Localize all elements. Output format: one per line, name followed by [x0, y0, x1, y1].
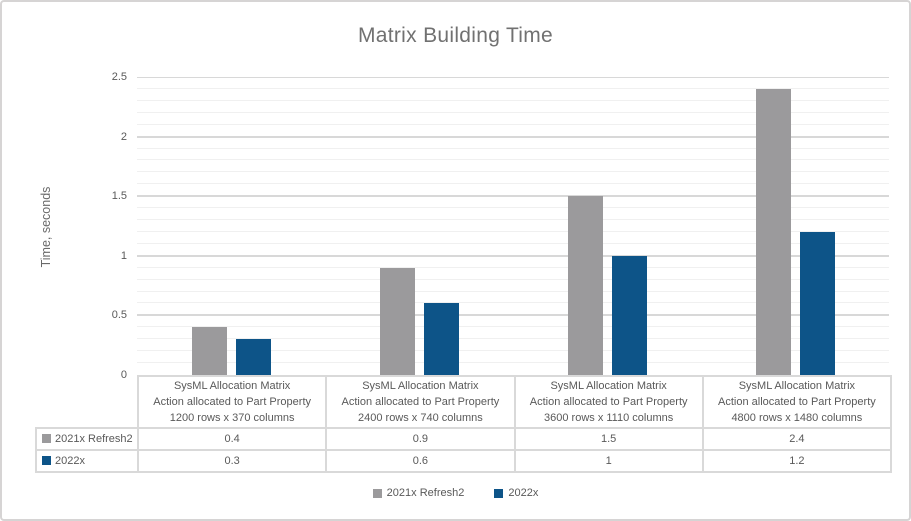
minor-gridline: [137, 159, 889, 161]
category-label-line: 3600 rows x 1110 columns: [544, 412, 674, 424]
category-label-line: 2400 rows x 740 columns: [358, 412, 483, 424]
category-label-line: Action allocated to Part Property: [718, 396, 876, 408]
value-cell: 0.9: [325, 427, 516, 451]
category-label-line: SysML Allocation Matrix: [738, 380, 856, 392]
legend-swatch-icon: [494, 488, 504, 498]
y-axis-tick-label: 1: [120, 249, 127, 262]
y-axis-tick-label: 2: [120, 130, 127, 143]
minor-gridline: [137, 350, 889, 352]
value-cell: 2.4: [701, 427, 893, 451]
minor-gridline: [137, 183, 889, 185]
minor-gridline: [137, 123, 889, 125]
category-label-line: 1200 rows x 370 columns: [169, 412, 295, 424]
bar-2021x-refresh2: [379, 267, 415, 375]
bar-2022x: [611, 255, 647, 375]
minor-gridline: [137, 230, 889, 232]
value-cell: 1.5: [513, 427, 704, 451]
chart-legend: 2021x Refresh2 2022x: [2, 487, 909, 499]
category-header-cell: SysML Allocation Matrix Action allocated …: [325, 375, 516, 429]
bar-2022x: [423, 303, 459, 375]
major-gridline: [137, 77, 889, 78]
y-axis-tick-label: 1.5: [111, 190, 127, 203]
minor-gridline: [137, 147, 889, 149]
bar-2022x: [235, 339, 271, 375]
category-label-line: Action allocated to Part Property: [341, 396, 500, 408]
major-gridline: [137, 314, 889, 317]
category-label-line: SysML Allocation Matrix: [173, 380, 291, 392]
minor-gridline: [137, 207, 889, 209]
y-axis-tick-label: 2.5: [111, 71, 127, 83]
category-label-line: SysML Allocation Matrix: [550, 380, 667, 392]
legend-label: 2022x: [508, 487, 539, 499]
major-gridline: [137, 195, 889, 198]
value-cell: 0.6: [325, 449, 516, 473]
bar-2021x-refresh2: [755, 88, 791, 375]
category-header-cell: SysML Allocation Matrix Action allocated …: [136, 375, 328, 429]
chart-title: Matrix Building Time: [357, 24, 554, 47]
minor-gridline: [137, 362, 889, 364]
major-gridline: [137, 135, 889, 138]
table-corner-cell: [36, 376, 139, 429]
minor-gridline: [137, 326, 889, 328]
value-cell: 1.2: [701, 449, 893, 473]
minor-gridline: [137, 266, 889, 268]
bar-2022x: [799, 231, 835, 375]
minor-gridline: [137, 242, 889, 244]
bar-2021x-refresh2: [191, 327, 227, 375]
category-label-line: Action allocated to Part Property: [153, 396, 311, 408]
minor-gridline: [137, 302, 889, 304]
legend-item: 2021x Refresh2: [372, 487, 465, 499]
minor-gridline: [137, 290, 889, 292]
plot-area: [137, 77, 889, 375]
y-axis-tick-label: 0: [120, 369, 127, 381]
category-label-line: SysML Allocation Matrix: [362, 380, 479, 392]
value-cell: 0.3: [136, 449, 328, 473]
category-header-cell: SysML Allocation Matrix Action allocated …: [701, 375, 893, 429]
minor-gridline: [137, 338, 889, 340]
category-header-cell: SysML Allocation Matrix Action allocated …: [513, 375, 704, 429]
minor-gridline: [137, 111, 889, 113]
series-legend-cell: 2022x: [35, 449, 139, 473]
series-swatch-icon: [42, 434, 51, 443]
bar-2021x-refresh2: [567, 196, 603, 375]
y-axis-tick-label: 0.5: [111, 309, 127, 322]
minor-gridline: [137, 171, 889, 173]
minor-gridline: [137, 99, 889, 101]
series-name: 2021x Refresh2: [55, 433, 133, 445]
minor-gridline: [137, 87, 889, 89]
minor-gridline: [137, 278, 889, 280]
category-label-line: 4800 rows x 1480 columns: [731, 412, 863, 424]
series-swatch-icon: [42, 456, 51, 465]
legend-label: 2021x Refresh2: [386, 487, 465, 499]
legend-swatch-icon: [372, 488, 382, 498]
data-table: SysML Allocation Matrix Action allocated …: [35, 375, 893, 473]
minor-gridline: [137, 219, 889, 221]
major-gridline: [137, 254, 889, 257]
value-cell: 1: [513, 449, 704, 473]
legend-item: 2022x: [494, 487, 538, 499]
series-name: 2022x: [55, 455, 85, 467]
category-label-line: Action allocated to Part Property: [529, 396, 688, 408]
value-cell: 0.4: [136, 427, 328, 451]
series-legend-cell: 2021x Refresh2: [35, 427, 139, 451]
